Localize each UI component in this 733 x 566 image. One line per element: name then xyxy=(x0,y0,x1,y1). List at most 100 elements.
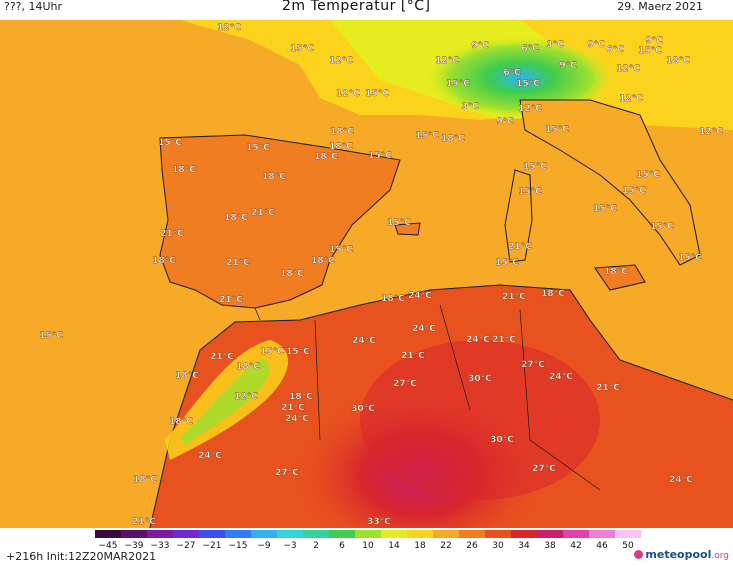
temperature-label: 27°C xyxy=(521,360,545,370)
temperature-label: 6°C xyxy=(503,68,521,78)
legend-tick-label: 30 xyxy=(492,541,504,550)
temperature-label: 18°C xyxy=(262,172,286,182)
legend-tick-label: 10 xyxy=(362,541,374,550)
temperature-label: 12°C xyxy=(616,64,640,74)
temperature-label: 15°C xyxy=(387,218,411,228)
temperature-label: 3°C xyxy=(461,102,479,112)
logo-name: meteopool xyxy=(645,548,712,561)
atlas-green-band xyxy=(180,358,270,445)
temperature-label: 15°C xyxy=(329,245,353,255)
temperature-label: 18°C xyxy=(289,392,313,402)
temperature-label: 27°C xyxy=(275,468,299,478)
temperature-label: 12°C xyxy=(336,89,360,99)
temperature-label: 9°C xyxy=(645,36,663,46)
temperature-label: 24°C xyxy=(412,324,436,334)
temperature-label: 9°C xyxy=(587,40,605,50)
temperature-label: 30°C xyxy=(351,404,375,414)
legend-tick-label: −39 xyxy=(125,541,144,550)
temperature-label: 18°C xyxy=(441,134,465,144)
temperature-label: 9°C xyxy=(471,41,489,51)
legend-tick-label: 2 xyxy=(313,541,319,550)
legend-tick-label: −45 xyxy=(99,541,118,550)
sahara-hot-zone xyxy=(360,340,600,500)
temperature-label: 15°C xyxy=(523,162,547,172)
map-footer: −45 −39 −33 −27 −21 −15 −9 −3 2 6 10 14 18 22 26 30 34 38… xyxy=(0,528,733,566)
temperature-label: 21°C xyxy=(281,403,305,413)
alps-cold-core xyxy=(425,36,615,120)
legend-tick-label: −9 xyxy=(257,541,271,550)
legend-tick-label: 6 xyxy=(339,541,345,550)
logo-dot-icon xyxy=(634,550,644,559)
temperature-label: 18°C xyxy=(169,417,193,427)
temperature-label: 24°C xyxy=(408,291,432,301)
legend-tick-label: 18 xyxy=(414,541,426,550)
temperature-label: 15°C xyxy=(39,331,63,341)
temperature-label: 21°C xyxy=(210,352,234,362)
north-africa-coast xyxy=(149,284,733,528)
legend-swatch xyxy=(615,530,642,538)
legend-tick-label: 26 xyxy=(466,541,478,550)
meteopool-logo[interactable]: meteopool.org xyxy=(634,548,729,561)
country-borders xyxy=(254,304,601,491)
legend-tick-label: 22 xyxy=(440,541,451,550)
temperature-label: 12°C xyxy=(329,56,353,66)
temperature-label: 15°C xyxy=(678,253,702,263)
temperature-label: 30°C xyxy=(490,435,514,445)
temperature-label: 15°C xyxy=(158,138,182,148)
temperature-label: 15°C xyxy=(415,131,439,141)
legend-swatch xyxy=(329,530,356,538)
legend-tick-label: −21 xyxy=(203,541,222,550)
legend-tick-label: −33 xyxy=(151,541,170,550)
temperature-label: 15°C xyxy=(545,125,569,135)
temperature-label: 12°C xyxy=(518,104,542,114)
temperature-label: 12°C xyxy=(435,56,459,66)
temperature-label: 6°C xyxy=(521,44,539,54)
temperature-label: 9°C xyxy=(496,117,514,127)
logo-tld: .org xyxy=(711,551,729,561)
legend-swatch xyxy=(407,530,434,538)
temperature-label: 18°C xyxy=(224,213,248,223)
legend-ticks: −45 −39 −33 −27 −21 −15 −9 −3 2 6 10 14 18 22 26 30 34 38… xyxy=(99,541,634,550)
italy-land xyxy=(520,100,700,265)
temperature-label: 21°C xyxy=(160,229,184,239)
balearic-island xyxy=(394,222,421,236)
sicily xyxy=(594,264,646,291)
legend-swatch xyxy=(251,530,278,538)
temperature-label: 21°C xyxy=(596,383,620,393)
temperature-label: 18°C xyxy=(133,475,157,485)
temperature-label: 15°C xyxy=(446,79,470,89)
legend-tick-label: −3 xyxy=(283,541,296,550)
temperature-label: 30°C xyxy=(468,374,492,384)
temperature-label: 12°C xyxy=(217,23,241,33)
temperature-label: 15°C xyxy=(495,258,519,268)
temperature-label: 18°C xyxy=(311,256,335,266)
legend-tick-label: 38 xyxy=(544,541,556,550)
legend-tick-label: 50 xyxy=(622,541,634,550)
legend-swatch xyxy=(199,530,226,538)
temperature-label: 21°C xyxy=(508,242,532,252)
temperature-label: 15°C xyxy=(636,170,660,180)
temperature-label: 6°C xyxy=(606,45,624,55)
legend-tick-label: 34 xyxy=(518,541,530,550)
temperature-label: 18°C xyxy=(604,267,628,277)
run-info: +216h Init:12Z20MAR2021 xyxy=(6,550,157,563)
temperature-label: 15°C xyxy=(516,79,540,89)
legend-tick-label: −27 xyxy=(177,541,196,550)
legend-swatch xyxy=(589,530,616,538)
temperature-label: 15°C xyxy=(622,186,646,196)
temperature-map: 12°C 15°C 12°C 12°C 9°C 6°C 3°C 9°C 6°C 9°C 15°C 18… xyxy=(0,20,733,528)
temperature-label: 18°C xyxy=(666,56,690,66)
legend-swatch xyxy=(433,530,460,538)
temperature-label: 15°C xyxy=(638,46,662,56)
legend-swatch xyxy=(225,530,252,538)
italy-coast xyxy=(519,99,701,266)
temperature-label: 15°C xyxy=(518,187,542,197)
temperature-label: 24°C xyxy=(198,451,222,461)
temperature-label: 15°C xyxy=(593,204,617,214)
temperature-label: 21°C xyxy=(226,258,250,268)
temperature-label: 15°C xyxy=(246,143,270,153)
color-legend: −45 −39 −33 −27 −21 −15 −9 −3 2 6 10 14 18 22 26 30 34 38… xyxy=(95,530,642,550)
legend-swatch xyxy=(355,530,382,538)
temperature-label: 15°C xyxy=(286,347,310,357)
temperature-label: 24°C xyxy=(352,336,376,346)
